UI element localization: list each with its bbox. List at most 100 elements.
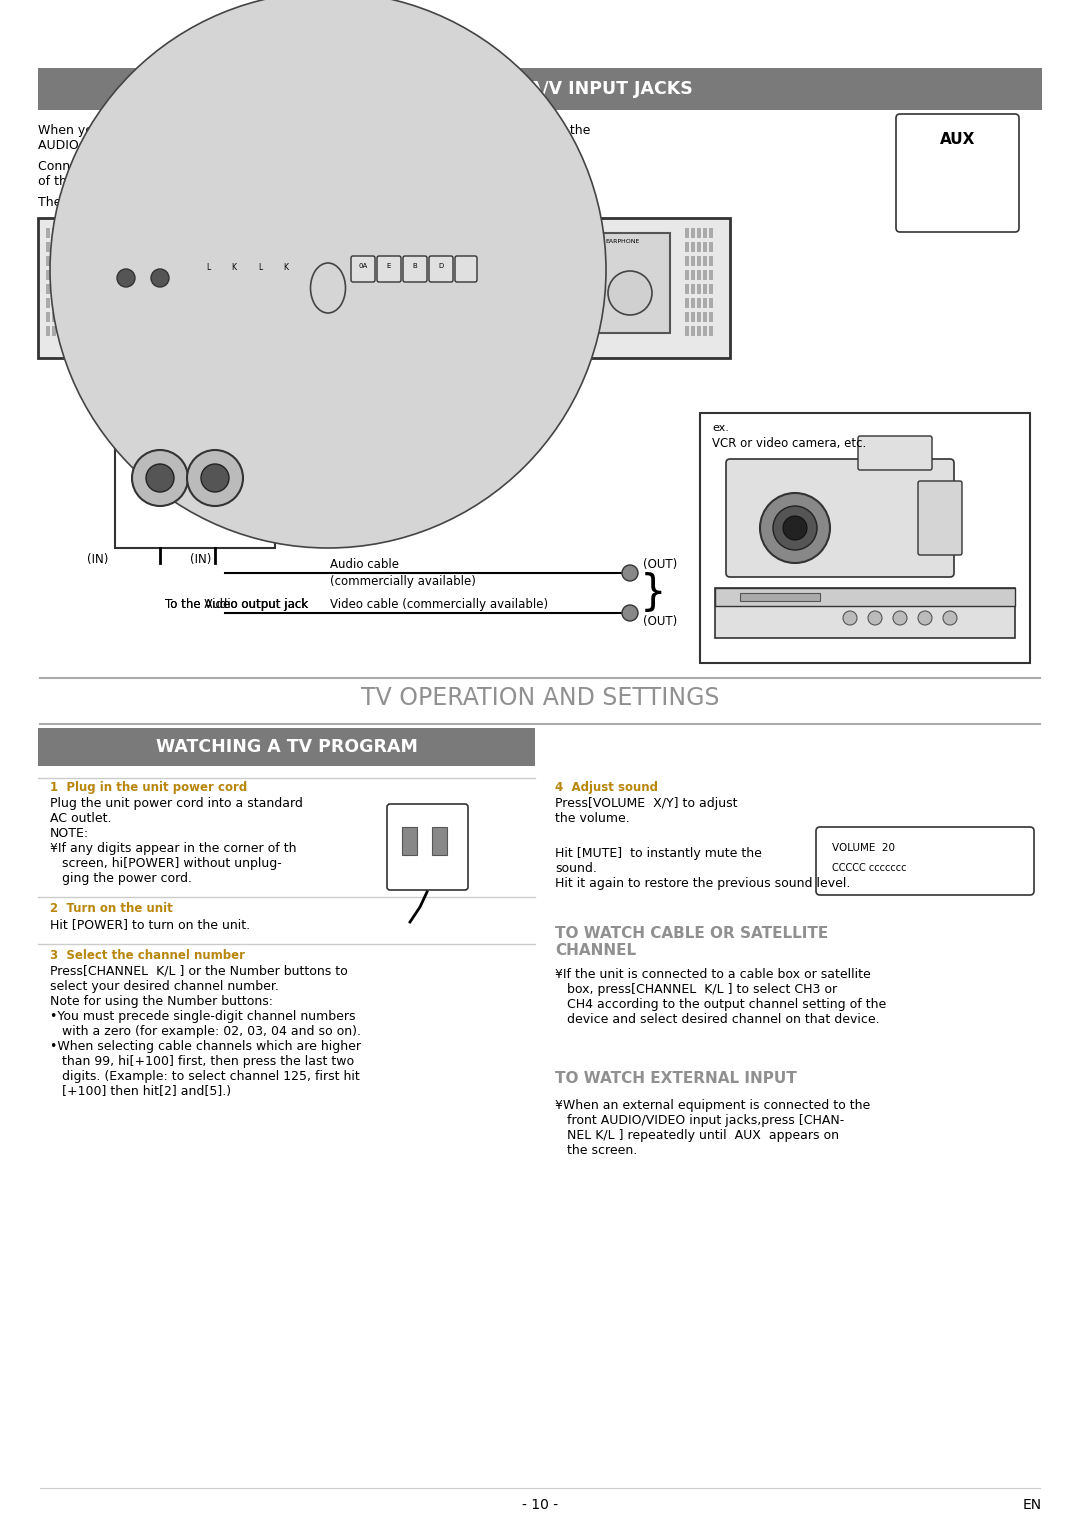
Text: TO WATCH CABLE OR SATELLITE
CHANNEL: TO WATCH CABLE OR SATELLITE CHANNEL [555, 926, 828, 958]
Bar [691, 227, 696, 238]
Polygon shape [94, 359, 194, 418]
Bar [98, 233, 670, 333]
Bar [52, 327, 56, 336]
FancyBboxPatch shape [403, 256, 427, 282]
Bar [70, 256, 75, 266]
Text: POWER   VOLUME    CHANNEL: POWER VOLUME CHANNEL [193, 240, 286, 244]
Bar [46, 256, 50, 266]
Circle shape [50, 0, 606, 548]
Circle shape [918, 610, 932, 626]
Bar [685, 270, 689, 279]
Circle shape [108, 259, 144, 296]
Text: VIDEO   AUDIO: VIDEO AUDIO [110, 240, 161, 246]
Bar [708, 256, 713, 266]
Circle shape [783, 516, 807, 540]
Bar [703, 243, 707, 252]
Circle shape [622, 565, 638, 581]
Bar [58, 284, 62, 295]
Text: - 10 -: - 10 - [522, 1499, 558, 1512]
Bar [685, 284, 689, 295]
Text: To the Audio output jack: To the Audio output jack [165, 598, 309, 610]
Text: Then press [CHANNEL K/L ] until  AUX  appears on the screen.: Then press [CHANNEL K/L ] until AUX appe… [38, 195, 427, 209]
Bar [402, 827, 417, 855]
Circle shape [146, 464, 174, 491]
FancyBboxPatch shape [387, 804, 468, 890]
Text: K: K [283, 262, 288, 272]
Circle shape [141, 259, 178, 296]
Bar [52, 311, 56, 322]
Circle shape [608, 272, 652, 314]
Circle shape [893, 610, 907, 626]
Text: (IN): (IN) [190, 552, 212, 566]
Bar [708, 327, 713, 336]
Bar [685, 243, 689, 252]
Bar [691, 284, 696, 295]
Bar [708, 284, 713, 295]
Circle shape [943, 610, 957, 626]
Text: Press[CHANNEL  K/L ] or the Number buttons to
select your desired channel number: Press[CHANNEL K/L ] or the Number button… [50, 964, 361, 1099]
Bar [691, 270, 696, 279]
Text: TO WATCH EXTERNAL INPUT: TO WATCH EXTERNAL INPUT [555, 1071, 797, 1087]
FancyBboxPatch shape [351, 256, 375, 282]
Bar [70, 270, 75, 279]
Text: 1  Plug in the unit power cord: 1 Plug in the unit power cord [50, 781, 247, 794]
Bar [697, 227, 701, 238]
Text: Audio cable: Audio cable [330, 559, 399, 571]
Bar [697, 270, 701, 279]
Bar [703, 327, 707, 336]
Text: WATCHING A TV PROGRAM: WATCHING A TV PROGRAM [156, 739, 418, 755]
Bar [70, 227, 75, 238]
Bar [697, 243, 701, 252]
Bar [685, 227, 689, 238]
Bar [64, 256, 68, 266]
FancyBboxPatch shape [274, 256, 298, 282]
Text: STOP/EJECT  REW   PLAY  F.FWD  RECORD: STOP/EJECT REW PLAY F.FWD RECORD [353, 240, 483, 244]
Text: Press[VOLUME  X/Y] to adjust
the volume.: Press[VOLUME X/Y] to adjust the volume. [555, 797, 738, 826]
Bar [46, 227, 50, 238]
Text: VCR or video camera, etc.: VCR or video camera, etc. [712, 436, 866, 450]
Bar [703, 256, 707, 266]
Bar [64, 327, 68, 336]
Bar [38, 218, 730, 359]
Bar [691, 298, 696, 308]
Circle shape [151, 269, 168, 287]
Bar [740, 594, 820, 601]
Bar [58, 227, 62, 238]
FancyBboxPatch shape [896, 114, 1020, 232]
Bar [685, 298, 689, 308]
Text: Video cable (commercially available): Video cable (commercially available) [330, 598, 549, 610]
Bar [70, 284, 75, 295]
FancyBboxPatch shape [918, 481, 962, 555]
Text: B: B [413, 262, 417, 269]
Text: When you watch a program recorded on another source (VCR or video camera), use t: When you watch a program recorded on ano… [38, 124, 591, 153]
Bar [46, 243, 50, 252]
Bar [64, 227, 68, 238]
FancyBboxPatch shape [377, 256, 401, 282]
Text: Connect the Audio/Video output jacks of another source to the AUDIO and VIDEO ja: Connect the Audio/Video output jacks of … [38, 160, 582, 188]
Bar [708, 298, 713, 308]
Text: CCCCC ccccccc: CCCCC ccccccc [832, 864, 906, 873]
FancyBboxPatch shape [429, 256, 453, 282]
Circle shape [117, 269, 135, 287]
FancyBboxPatch shape [222, 256, 246, 282]
Bar [52, 227, 56, 238]
Text: L: L [258, 262, 262, 272]
Text: Hit [POWER] to turn on the unit.: Hit [POWER] to turn on the unit. [50, 919, 251, 931]
Text: }: } [640, 572, 666, 613]
Circle shape [201, 464, 229, 491]
Text: TV OPERATION AND SETTINGS: TV OPERATION AND SETTINGS [361, 687, 719, 710]
Circle shape [132, 450, 188, 507]
Bar [691, 311, 696, 322]
Bar [46, 270, 50, 279]
Text: AUX: AUX [940, 133, 975, 146]
Bar [58, 256, 62, 266]
Bar [64, 243, 68, 252]
Bar [691, 327, 696, 336]
Bar [715, 588, 1015, 638]
Text: K: K [231, 262, 237, 272]
Bar [64, 311, 68, 322]
Bar [38, 728, 535, 766]
Bar [64, 298, 68, 308]
Text: Plug the unit power cord into a standard
AC outlet.
NOTE:
¥If any digits appear : Plug the unit power cord into a standard… [50, 797, 302, 885]
Bar [691, 243, 696, 252]
